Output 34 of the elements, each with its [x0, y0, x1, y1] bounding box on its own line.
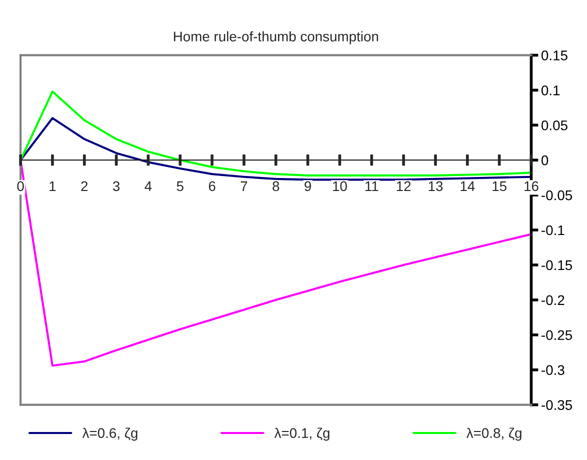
x-tick-label: 1 [50, 181, 56, 191]
y-tick-label: -0.2 [542, 295, 564, 306]
x-tick-label: 4 [144, 181, 152, 191]
x-tick-label: 10 [333, 181, 347, 192]
line-series [20, 90, 532, 177]
x-tick-label: 14 [460, 181, 475, 191]
legend-label: λ=0.8, ζg [466, 428, 522, 441]
legend-label: λ=0.6, ζg [82, 428, 138, 441]
line-series [20, 117, 532, 181]
y-tick-label: -0.1 [542, 225, 564, 236]
x-tick-label: 13 [428, 181, 443, 192]
x-tick-label: 6 [208, 181, 216, 192]
chart-title: Home rule-of-thumb consumption [174, 31, 378, 44]
y-tick-label: -0.3 [542, 365, 564, 376]
y-tick-label: -0.35 [542, 400, 572, 410]
legend-label: λ=0.1, ζg [274, 428, 330, 441]
x-tick-label: 16 [524, 181, 538, 192]
y-tick-label: -0.25 [542, 330, 572, 340]
x-tick-label: 0 [17, 181, 24, 192]
y-tick-label: 0.1 [542, 85, 560, 96]
y-tick-label: 0.05 [542, 120, 568, 130]
y-tick-label: 0.15 [542, 50, 568, 60]
x-tick-label: 11 [365, 181, 378, 191]
x-tick-label: 7 [240, 181, 248, 191]
x-tick-label: 5 [176, 181, 184, 192]
x-tick-label: 3 [112, 181, 120, 192]
y-tick-label: -0.05 [542, 190, 572, 200]
x-tick-label: 15 [492, 181, 506, 192]
x-tick-label: 9 [304, 181, 312, 192]
x-tick-label: 8 [272, 181, 280, 192]
x-tick-label: 2 [81, 181, 88, 191]
x-tick-label: 12 [396, 181, 411, 191]
y-tick-label: -0.15 [542, 260, 572, 270]
y-tick-label: 0 [542, 155, 548, 166]
